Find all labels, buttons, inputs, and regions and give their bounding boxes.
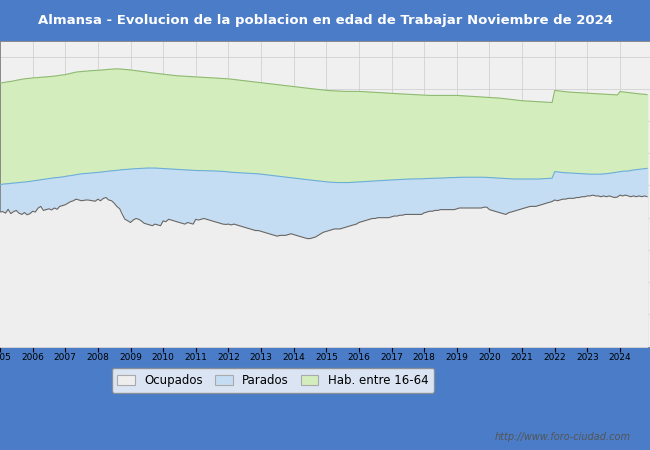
Legend: Ocupados, Parados, Hab. entre 16-64: Ocupados, Parados, Hab. entre 16-64 <box>112 368 434 393</box>
Text: Almansa - Evolucion de la poblacion en edad de Trabajar Noviembre de 2024: Almansa - Evolucion de la poblacion en e… <box>38 14 612 27</box>
Text: http://www.foro-ciudad.com: http://www.foro-ciudad.com <box>495 432 630 442</box>
